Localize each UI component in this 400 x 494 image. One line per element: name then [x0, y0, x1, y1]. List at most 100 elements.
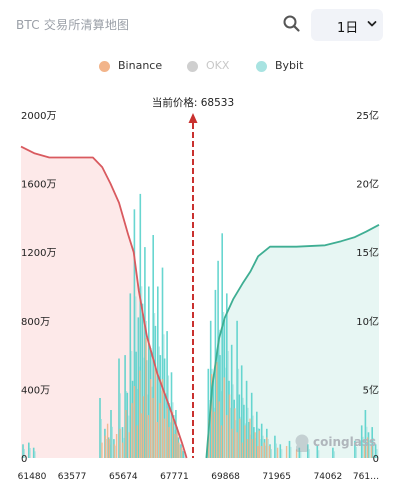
binance-bar [220, 425, 223, 458]
binance-bar [241, 442, 244, 458]
page-title: BTC 交易所清算地图 [16, 18, 130, 32]
bybit-bar-shade [114, 445, 116, 458]
bybit-bar-shade [369, 441, 371, 458]
bybit-bar-shade [260, 439, 262, 458]
binance-bar [145, 337, 147, 458]
bybit-bar [99, 398, 101, 458]
y-left-tick-label: 400万 [21, 385, 50, 396]
bybit-bar [139, 193, 142, 458]
y-left-tick-label: 800万 [21, 317, 50, 328]
binance-bar [260, 446, 263, 458]
bybit-bar-shade [333, 451, 335, 458]
coinglass-logo-icon [295, 434, 309, 452]
bybit-bar [145, 360, 148, 458]
bybit-bar [110, 410, 112, 458]
bybit-bar [121, 427, 124, 458]
binance-bar [104, 435, 107, 458]
binance-bar [101, 442, 103, 458]
binance-bar [147, 415, 149, 458]
bybit-bar [217, 260, 219, 458]
binance-bar [249, 418, 251, 458]
binance-bar [180, 447, 183, 458]
logo-head-shape [295, 434, 309, 448]
bybit-bar-shade [158, 346, 160, 458]
bybit-bar-shade [373, 437, 375, 458]
bybit-bar-shade [105, 439, 107, 458]
bybit-bar [124, 355, 126, 458]
bybit-bar-shade [257, 427, 259, 458]
bybit-bar-shade [240, 416, 242, 458]
short-liquidation-area [206, 224, 379, 458]
binance-bar [119, 428, 121, 458]
bybit-bar-shade [209, 400, 211, 458]
bybit-bar [28, 442, 30, 458]
binance-bar [125, 410, 127, 458]
x-tick-label: 761… [353, 472, 379, 482]
bybit-bar [248, 422, 250, 458]
binance-bar [213, 411, 216, 458]
binance-bar [231, 428, 233, 458]
logo-body-shape [296, 445, 308, 452]
binance-bar [276, 447, 279, 458]
x-tick-label: 74062 [314, 472, 343, 482]
binance-bar [176, 430, 178, 458]
binance-bar [226, 415, 228, 458]
bybit-bar-shade [300, 451, 302, 458]
bybit-bar-shade [229, 407, 231, 458]
binance-bar [136, 425, 138, 458]
binance-bar [366, 437, 369, 458]
bybit-bar [126, 392, 129, 458]
binance-bar [285, 446, 288, 458]
bybit-bar [182, 451, 184, 458]
binance-bar [295, 449, 298, 458]
binance-bar [152, 398, 154, 458]
bybit-bar [22, 444, 24, 458]
bybit-bar [166, 331, 168, 458]
bybit-bar [240, 365, 243, 458]
bybit-bar [226, 293, 228, 458]
bybit-bar [354, 440, 356, 458]
binance-bar [174, 434, 176, 458]
binance-bar [244, 425, 246, 458]
binance-bar [171, 411, 174, 458]
x-tick-label: 63577 [58, 472, 87, 482]
binance-bar [254, 432, 256, 458]
bybit-bar [152, 235, 154, 458]
bybit-bar [250, 392, 253, 458]
y-right-tick-label: 5亿 [363, 383, 379, 396]
bybit-bar [245, 380, 248, 458]
bybit-bar [137, 317, 140, 458]
binance-bar [370, 446, 373, 458]
y-right-tick-label: 10亿 [356, 315, 379, 328]
bybit-bar [243, 404, 245, 458]
watermark-text: coinglass [313, 435, 376, 449]
search-icon [283, 15, 300, 32]
y-right-tick-label: 0 [373, 454, 379, 465]
binance-bar [251, 439, 254, 458]
bybit-bar [144, 247, 146, 458]
search-button[interactable] [282, 14, 302, 34]
binance-bar [140, 413, 143, 458]
bybit-bar-shade [362, 436, 364, 458]
bybit-bar-shade [275, 443, 277, 458]
binance-bar [133, 386, 136, 458]
bybit-bar-shade [29, 448, 31, 458]
bybit-bar [279, 444, 282, 458]
bybit-bar [133, 209, 136, 458]
legend-dot-bybit [256, 61, 267, 72]
y-right-tick-label: 15亿 [356, 246, 379, 259]
y-left-tick-label: 2000万 [21, 111, 56, 122]
bybit-bar [175, 410, 177, 458]
bybit-bar [129, 293, 132, 458]
time-range-select[interactable]: 1日 [311, 9, 383, 41]
bybit-bar-shade [232, 384, 234, 458]
time-range-value: 1日 [337, 21, 359, 36]
binance-bar [122, 442, 124, 458]
x-tick-label: 65674 [109, 472, 138, 482]
bybit-bar [332, 447, 334, 458]
bybit-bar-shade [119, 393, 121, 458]
bybit-bar-shade [308, 449, 310, 458]
x-tick-label: 67771 [160, 472, 189, 482]
binance-bar [218, 401, 220, 458]
